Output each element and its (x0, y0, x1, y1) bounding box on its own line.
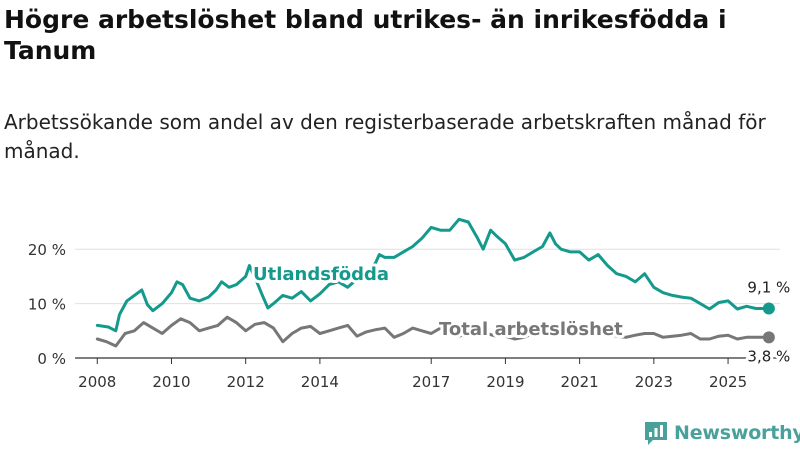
series-label-utlandsfodda-halo: Utlandsfödda (253, 264, 389, 285)
end-label-utlandsfodda-halo: 9,1 % (747, 278, 790, 296)
y-tick-label: 0 % (37, 350, 66, 368)
series-line-utlandsfodda (95, 217, 771, 333)
series-label-utlandsfodda: Utlandsfödda (253, 264, 389, 285)
series-label-total-halo: Total arbetslöshet (439, 319, 623, 340)
chart-subtitle: Arbetssökande som andel av den registerb… (4, 110, 766, 163)
end-label-utlandsfodda: 9,1 % (747, 278, 790, 296)
series-endpoint-utlandsfodda (762, 302, 775, 315)
y-tick-label: 20 % (28, 241, 66, 259)
x-tick-label: 2008 (78, 373, 116, 391)
y-tick-label: 10 % (28, 296, 66, 314)
x-tick-label: 2017 (412, 373, 450, 391)
brand-name: Newsworthy (674, 422, 800, 444)
series-label-total: Total arbetslöshet (439, 319, 623, 340)
x-tick-label: 2019 (486, 373, 524, 391)
x-tick-label: 2023 (635, 373, 673, 391)
x-tick-label: 2025 (709, 373, 747, 391)
brand-logo[interactable]: Newsworthy (644, 420, 800, 446)
chart-title: Högre arbetslöshet bland utrikes- än inr… (4, 5, 727, 65)
series-layer (95, 217, 775, 348)
x-tick-label: 2012 (227, 373, 265, 391)
grid-layer (75, 248, 780, 305)
series-line-total (95, 315, 771, 348)
axis-layer: 0 % 10 % 20 % 2008 2010 2012 2014 2017 2019 2021 2… (28, 241, 780, 391)
x-tick-label: 2014 (301, 373, 339, 391)
x-tick-label: 2010 (152, 373, 190, 391)
series-endpoint-total (762, 331, 775, 344)
x-tick-label: 2021 (561, 373, 599, 391)
end-label-total-halo: 3,8 % (747, 347, 790, 365)
newsworthy-logo-icon (645, 422, 667, 445)
end-label-total: 3,8 % (747, 347, 790, 365)
